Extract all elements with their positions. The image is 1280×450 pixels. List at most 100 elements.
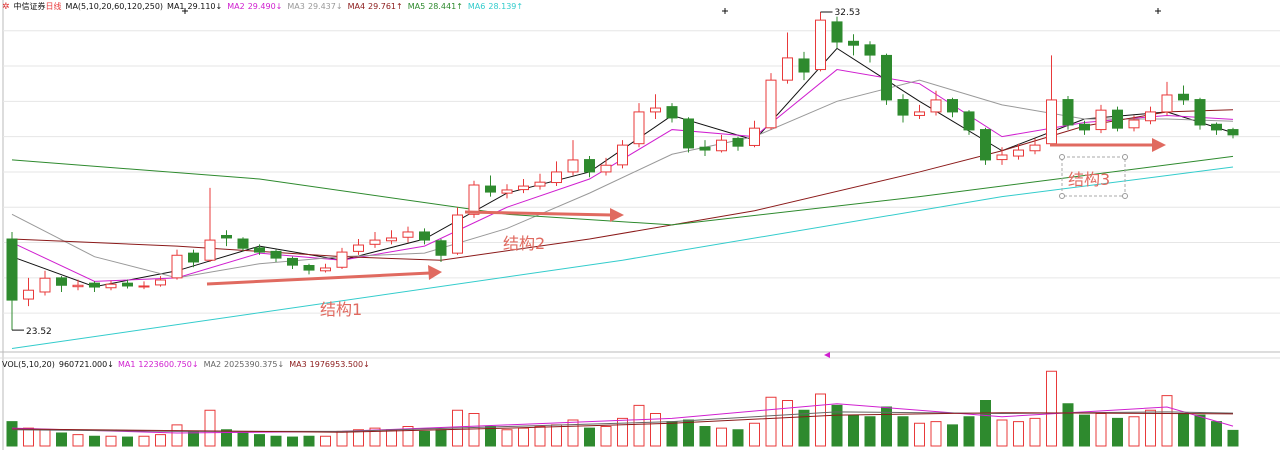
candle-body xyxy=(1227,129,1239,136)
ma-line xyxy=(11,155,1234,226)
candle-body xyxy=(1178,93,1189,101)
candle-body xyxy=(138,285,150,288)
volume-bar xyxy=(881,406,892,447)
volume-bar xyxy=(501,429,513,447)
candle-body xyxy=(105,283,117,289)
candle-body xyxy=(518,185,529,191)
legend-value: 28.441↑ xyxy=(428,2,463,11)
candle-body xyxy=(1046,99,1057,145)
candle-body xyxy=(1029,144,1041,152)
candle-body xyxy=(369,239,381,245)
candle-body xyxy=(864,44,876,56)
volume-bar xyxy=(72,434,84,447)
candle-body xyxy=(897,99,909,116)
candle-body xyxy=(56,277,67,286)
volume-bar xyxy=(1062,403,1074,447)
volume-bar xyxy=(402,426,414,447)
legend-value: 29.437↓ xyxy=(307,2,343,11)
legend-name: MA4 xyxy=(347,2,366,11)
title: 中信证券 xyxy=(13,2,46,11)
volume-bar xyxy=(204,409,216,447)
legend-name: MA3 xyxy=(289,360,307,369)
volume-bar xyxy=(1145,409,1156,447)
volume-bar xyxy=(897,416,909,447)
annotation: 结构3 xyxy=(1068,170,1110,189)
volume-bar xyxy=(485,426,496,447)
legend-value: 29.761↑ xyxy=(368,2,403,11)
candle-body xyxy=(1211,123,1222,131)
candle-body xyxy=(1013,149,1024,157)
volume-bar xyxy=(1227,429,1239,447)
candle-body xyxy=(6,238,18,301)
candle-body xyxy=(831,21,843,43)
volume-bar xyxy=(633,404,645,447)
candle-body xyxy=(1145,111,1156,122)
volume-bar xyxy=(23,427,34,447)
volume-ma-line xyxy=(11,412,1234,433)
volume-bar xyxy=(1112,417,1123,447)
candle-body xyxy=(732,137,744,147)
low-label: 23.52 xyxy=(26,327,52,337)
volume-bar xyxy=(188,430,199,447)
price-header: ✲ 中信证券日线 MA(5,10,20,60,120,250) MA1 29.11… xyxy=(2,1,523,12)
plus-markers xyxy=(182,8,1161,14)
candle-body xyxy=(551,171,562,184)
candle-body xyxy=(914,111,925,116)
volume-bar xyxy=(287,436,298,447)
candle-body xyxy=(633,111,645,145)
candle-body xyxy=(1079,123,1090,131)
volume-bar xyxy=(1161,395,1173,447)
candle-body xyxy=(963,111,975,131)
candle-body xyxy=(534,181,546,187)
ma-line xyxy=(11,166,1234,349)
volume-bar xyxy=(254,434,265,447)
candle-body xyxy=(485,185,496,193)
volume-bar xyxy=(303,435,315,447)
volume-bar xyxy=(732,429,744,447)
volume-bar xyxy=(699,426,711,447)
volume-bar xyxy=(270,435,282,447)
volume-bar xyxy=(815,393,826,447)
candle-body xyxy=(353,244,364,252)
candle-body xyxy=(468,184,480,215)
high-label: 32.53 xyxy=(835,8,861,18)
volume-bar xyxy=(320,435,331,447)
candle-body xyxy=(419,231,430,241)
candle-body xyxy=(204,239,216,261)
legend: MA1 29.110↓ MA2 29.490↓ MA3 29.437↓ MA4 29.761↑… xyxy=(167,2,523,11)
volume-bar xyxy=(930,421,942,447)
volume-bar xyxy=(1013,421,1024,447)
volume-bar xyxy=(6,421,18,447)
legend-value: 1223600.750↓ xyxy=(138,360,199,369)
volume-bar xyxy=(848,414,859,447)
volume-bar xyxy=(551,424,562,447)
candle-body xyxy=(699,146,711,151)
candle-body xyxy=(320,267,331,272)
candle-body xyxy=(386,237,397,242)
candle-body xyxy=(848,40,859,46)
volume-bar xyxy=(1194,414,1206,447)
volume-bar xyxy=(534,426,546,447)
candle-body xyxy=(1095,109,1107,131)
candle-body xyxy=(1194,99,1206,126)
candle-body xyxy=(765,79,777,129)
candle-body xyxy=(452,214,463,254)
legend-item: MA1 29.110↓ xyxy=(167,2,222,11)
candle-body xyxy=(996,154,1008,161)
ma-line xyxy=(11,47,1234,288)
volume-bar xyxy=(831,404,843,447)
volume-bar xyxy=(963,416,975,447)
volume-bar xyxy=(468,413,480,447)
candle-body xyxy=(89,282,100,288)
candle-body xyxy=(930,99,942,113)
candle-body xyxy=(435,240,447,256)
volume-bar xyxy=(1095,413,1107,447)
volume-label: VOL(5,10,20) xyxy=(2,360,55,369)
legend-value: 29.110↓ xyxy=(187,2,223,11)
candle-body xyxy=(815,19,826,71)
legend-name: MA1 xyxy=(167,2,185,11)
marker xyxy=(824,352,830,358)
candle-body xyxy=(1112,109,1123,129)
